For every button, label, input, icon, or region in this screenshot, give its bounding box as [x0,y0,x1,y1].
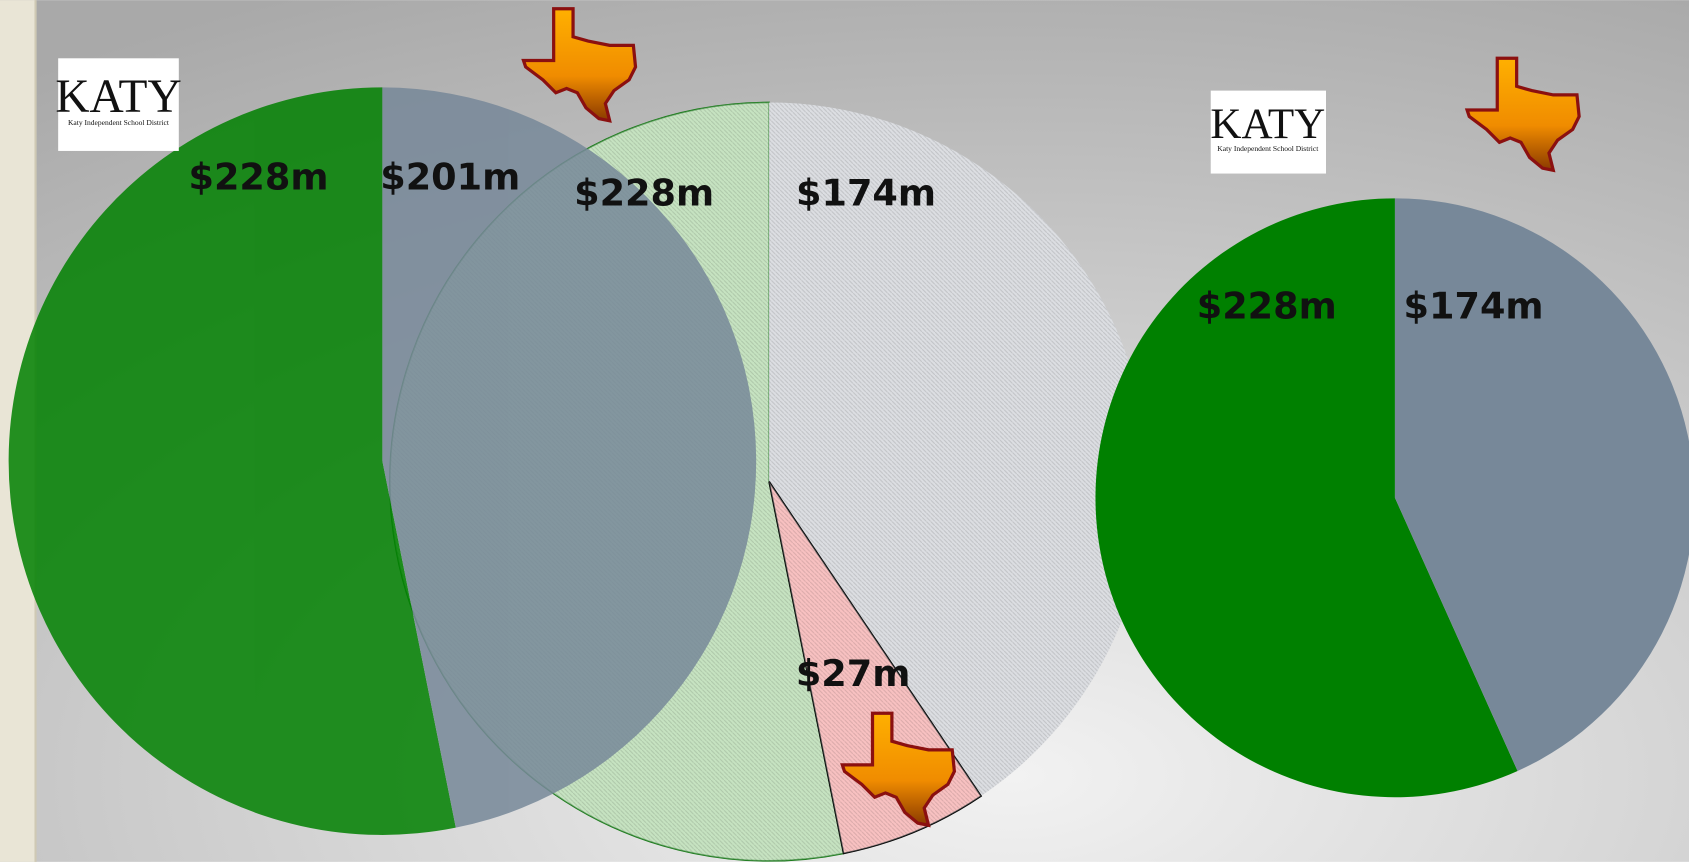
labels: $228m $174m $27m $228m $201m $228m $174m [188,155,1543,695]
logo-box [58,58,179,151]
slice-pattern [769,102,1149,797]
logo: KATY Katy Independent School District [1210,90,1326,174]
logo-subtitle: Katy Independent School District [1217,144,1319,153]
pie-slice [382,87,757,828]
value-label: $174m [1404,285,1544,328]
value-label: $27m [796,652,911,695]
value-label: $201m [380,155,520,198]
value-label: $228m [1197,285,1337,328]
pie [1095,198,1689,798]
pie-slice [8,87,456,835]
logo: KATY Katy Independent School District [55,58,182,151]
pies [8,87,1689,862]
value-label: $174m [796,172,936,215]
pie-slice [1095,198,1518,798]
logo-text: KATY [55,71,181,123]
value-label: $228m [574,172,714,215]
value-label: $228m [188,155,328,198]
pie [8,87,757,835]
logo-text: KATY [1210,101,1325,148]
pie-slice [1394,198,1689,771]
logo-subtitle: Katy Independent School District [68,118,170,127]
logo-box [1210,90,1326,174]
